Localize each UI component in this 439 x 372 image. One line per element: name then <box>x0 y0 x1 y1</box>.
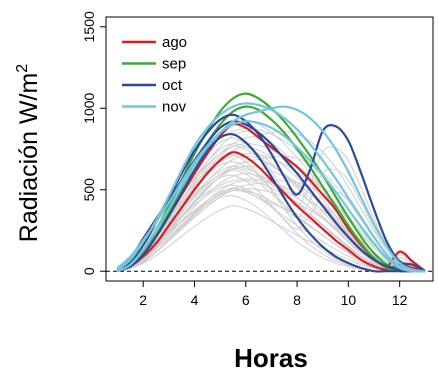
background-curve <box>117 155 426 272</box>
series-layer <box>116 92 426 273</box>
legend-label-nov: nov <box>162 99 187 116</box>
background-curve <box>117 188 426 272</box>
x-tick-label: 10 <box>341 292 357 308</box>
legend-label-ago: ago <box>162 34 187 51</box>
background-curve <box>117 130 426 272</box>
series-line-nov <box>116 120 426 273</box>
x-tick-label: 2 <box>139 292 147 308</box>
background-curve <box>117 205 426 272</box>
series-line-nov <box>117 105 426 273</box>
x-tick-label: 12 <box>392 292 408 308</box>
legend-label-sep: sep <box>162 56 186 73</box>
background-curve <box>117 180 426 272</box>
y-axis-label: Radiación W/m2 <box>14 64 43 243</box>
series-line-oct <box>116 120 426 273</box>
y-tick-label: 1500 <box>81 11 97 42</box>
series-line-oct <box>117 132 426 273</box>
x-axis-label: Horas <box>234 343 308 372</box>
series-line-nov <box>116 102 426 273</box>
series-line-sep <box>117 105 426 273</box>
background-curve <box>117 155 426 272</box>
axes-layer: 2 4 6 8 10 12 0 500 1000 1500 <box>81 11 408 308</box>
legend: ago sep oct nov <box>122 34 187 116</box>
y-tick-label: 500 <box>81 178 97 202</box>
y-tick-label: 0 <box>81 267 97 275</box>
background-curve <box>117 188 426 272</box>
series-line-ago <box>117 151 426 273</box>
background-curve <box>117 161 426 272</box>
legend-label-oct: oct <box>162 77 183 94</box>
y-tick-label: 1000 <box>81 92 97 123</box>
plot-frame <box>105 16 434 282</box>
x-tick-label: 6 <box>242 292 250 308</box>
x-tick-label: 8 <box>293 292 301 308</box>
x-tick-label: 4 <box>191 292 199 308</box>
